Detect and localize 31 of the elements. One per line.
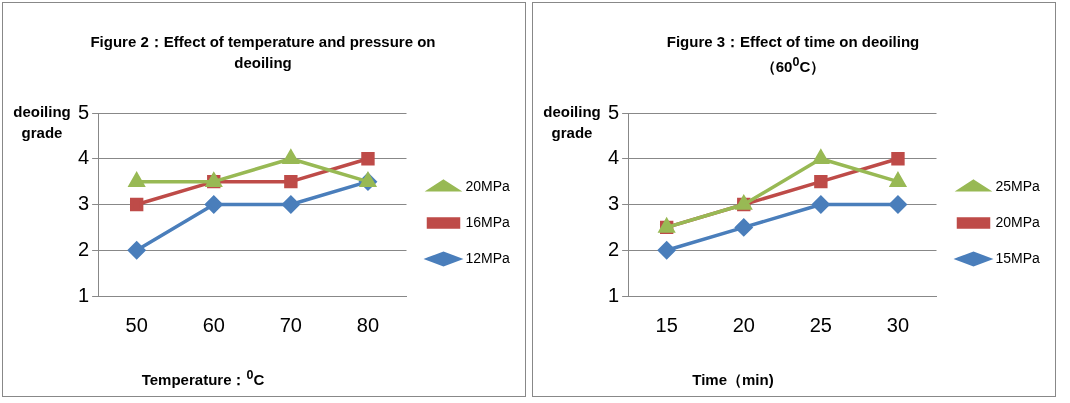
chart-title: Figure 3：Effect of time on deoiling — [666, 33, 920, 50]
legend-label: 20MPa — [995, 213, 1041, 230]
x-tick-label: 20 — [732, 313, 755, 336]
x-axis-title: Temperature：$^{0}$C — [140, 368, 266, 390]
y-tick-label: 1 — [78, 283, 90, 306]
legend-label: 15MPa — [995, 249, 1041, 266]
y-tick-label: 2 — [78, 237, 90, 260]
y-axis-title: deoiling grade — [543, 103, 601, 141]
y-tick-label: 4 — [608, 146, 620, 169]
legend-label: 12MPa — [465, 249, 511, 266]
x-tick-label: 25 — [809, 313, 832, 336]
x-tick-label: 60 — [202, 313, 225, 336]
chart-title: Figure 2：Effect of temperature and pressure on deoiling — [89, 32, 437, 73]
x-tick-label: 30 — [886, 313, 910, 336]
chart-subtitle: （60$^{0}$C） — [760, 55, 826, 75]
x-tick-label: 80 — [356, 313, 380, 336]
legend-label: 25MPa — [995, 177, 1041, 194]
y-tick-label: 4 — [78, 146, 90, 169]
legend-label: 20MPa — [465, 177, 511, 194]
y-tick-label: 2 — [608, 237, 620, 260]
y-tick-label: 5 — [608, 100, 620, 123]
y-tick-label: 5 — [78, 100, 90, 123]
x-tick-label: 70 — [279, 313, 302, 336]
y-axis-title: deoiling grade — [13, 103, 71, 141]
x-axis-title: Time（min) — [691, 371, 775, 390]
x-tick-label: 50 — [125, 313, 148, 336]
y-tick-label: 3 — [78, 192, 90, 215]
x-tick-label: 15 — [655, 313, 678, 336]
legend-label: 16MPa — [465, 213, 511, 230]
y-tick-label: 1 — [608, 283, 620, 306]
y-tick-label: 3 — [608, 192, 620, 215]
